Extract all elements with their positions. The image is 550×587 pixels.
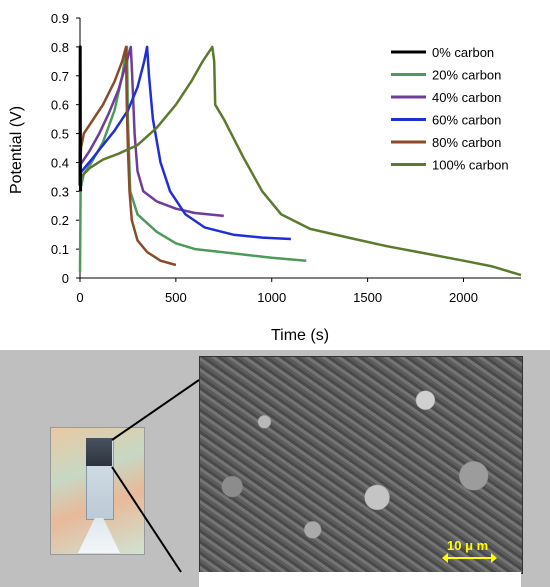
x-tick-label: 500 <box>165 290 187 305</box>
line-chart: 0 0.1 0.2 0.3 0.4 0.5 0.6 0.7 0.8 0.9 0 500 1000 150… <box>8 11 522 344</box>
legend-label: 40% carbon <box>432 90 501 105</box>
legend-label: 80% carbon <box>432 135 501 150</box>
connector-line-top <box>111 379 200 441</box>
y-axis-title: Potential (V) <box>8 106 25 194</box>
legend: 0% carbon 20% carbon 40% carbon 60% carbon 8… <box>391 45 509 173</box>
y-tick-label: 0.6 <box>51 98 69 113</box>
sem-caption-strip <box>199 572 521 587</box>
y-tick-label: 0 <box>62 271 69 286</box>
y-ticks: 0 0.1 0.2 0.3 0.4 0.5 0.6 0.7 0.8 0.9 <box>51 11 80 286</box>
chart-area: 0 0.1 0.2 0.3 0.4 0.5 0.6 0.7 0.8 0.9 0 500 1000 150… <box>8 11 522 344</box>
legend-label: 20% carbon <box>432 68 501 83</box>
legend-label: 100% carbon <box>432 158 509 173</box>
legend-label: 0% carbon <box>432 45 494 60</box>
y-tick-label: 0.8 <box>51 40 69 55</box>
series-line <box>78 45 177 267</box>
y-tick-label: 0.2 <box>51 213 69 228</box>
x-ticks: 0 500 1000 1500 2000 <box>76 278 478 305</box>
scale-bar-arrow-right-icon <box>491 553 497 563</box>
scale-bar <box>446 557 492 559</box>
scale-bar-label: 10 μ m <box>447 538 489 553</box>
scale-bar-arrow-left-icon <box>442 553 448 563</box>
y-tick-label: 0.4 <box>51 155 69 170</box>
sem-micrograph <box>199 356 523 574</box>
x-tick-label: 1500 <box>353 290 382 305</box>
x-tick-label: 0 <box>76 290 83 305</box>
y-tick-label: 0.9 <box>51 11 69 26</box>
series-line <box>78 45 224 218</box>
y-tick-label: 0.7 <box>51 69 69 84</box>
y-tick-label: 0.5 <box>51 127 69 142</box>
connector-line-bottom <box>111 466 182 573</box>
x-tick-label: 1000 <box>257 290 286 305</box>
y-tick-label: 0.1 <box>51 242 69 257</box>
legend-label: 60% carbon <box>432 113 501 128</box>
x-axis-title: Time (s) <box>271 327 329 344</box>
series-lines <box>78 45 522 277</box>
x-tick-label: 2000 <box>449 290 478 305</box>
zoom-connector-lines <box>111 379 200 573</box>
series-line <box>78 45 83 192</box>
series-line <box>78 45 522 277</box>
y-tick-label: 0.3 <box>51 184 69 199</box>
electrode-coating <box>86 438 112 466</box>
series-line <box>78 45 291 241</box>
